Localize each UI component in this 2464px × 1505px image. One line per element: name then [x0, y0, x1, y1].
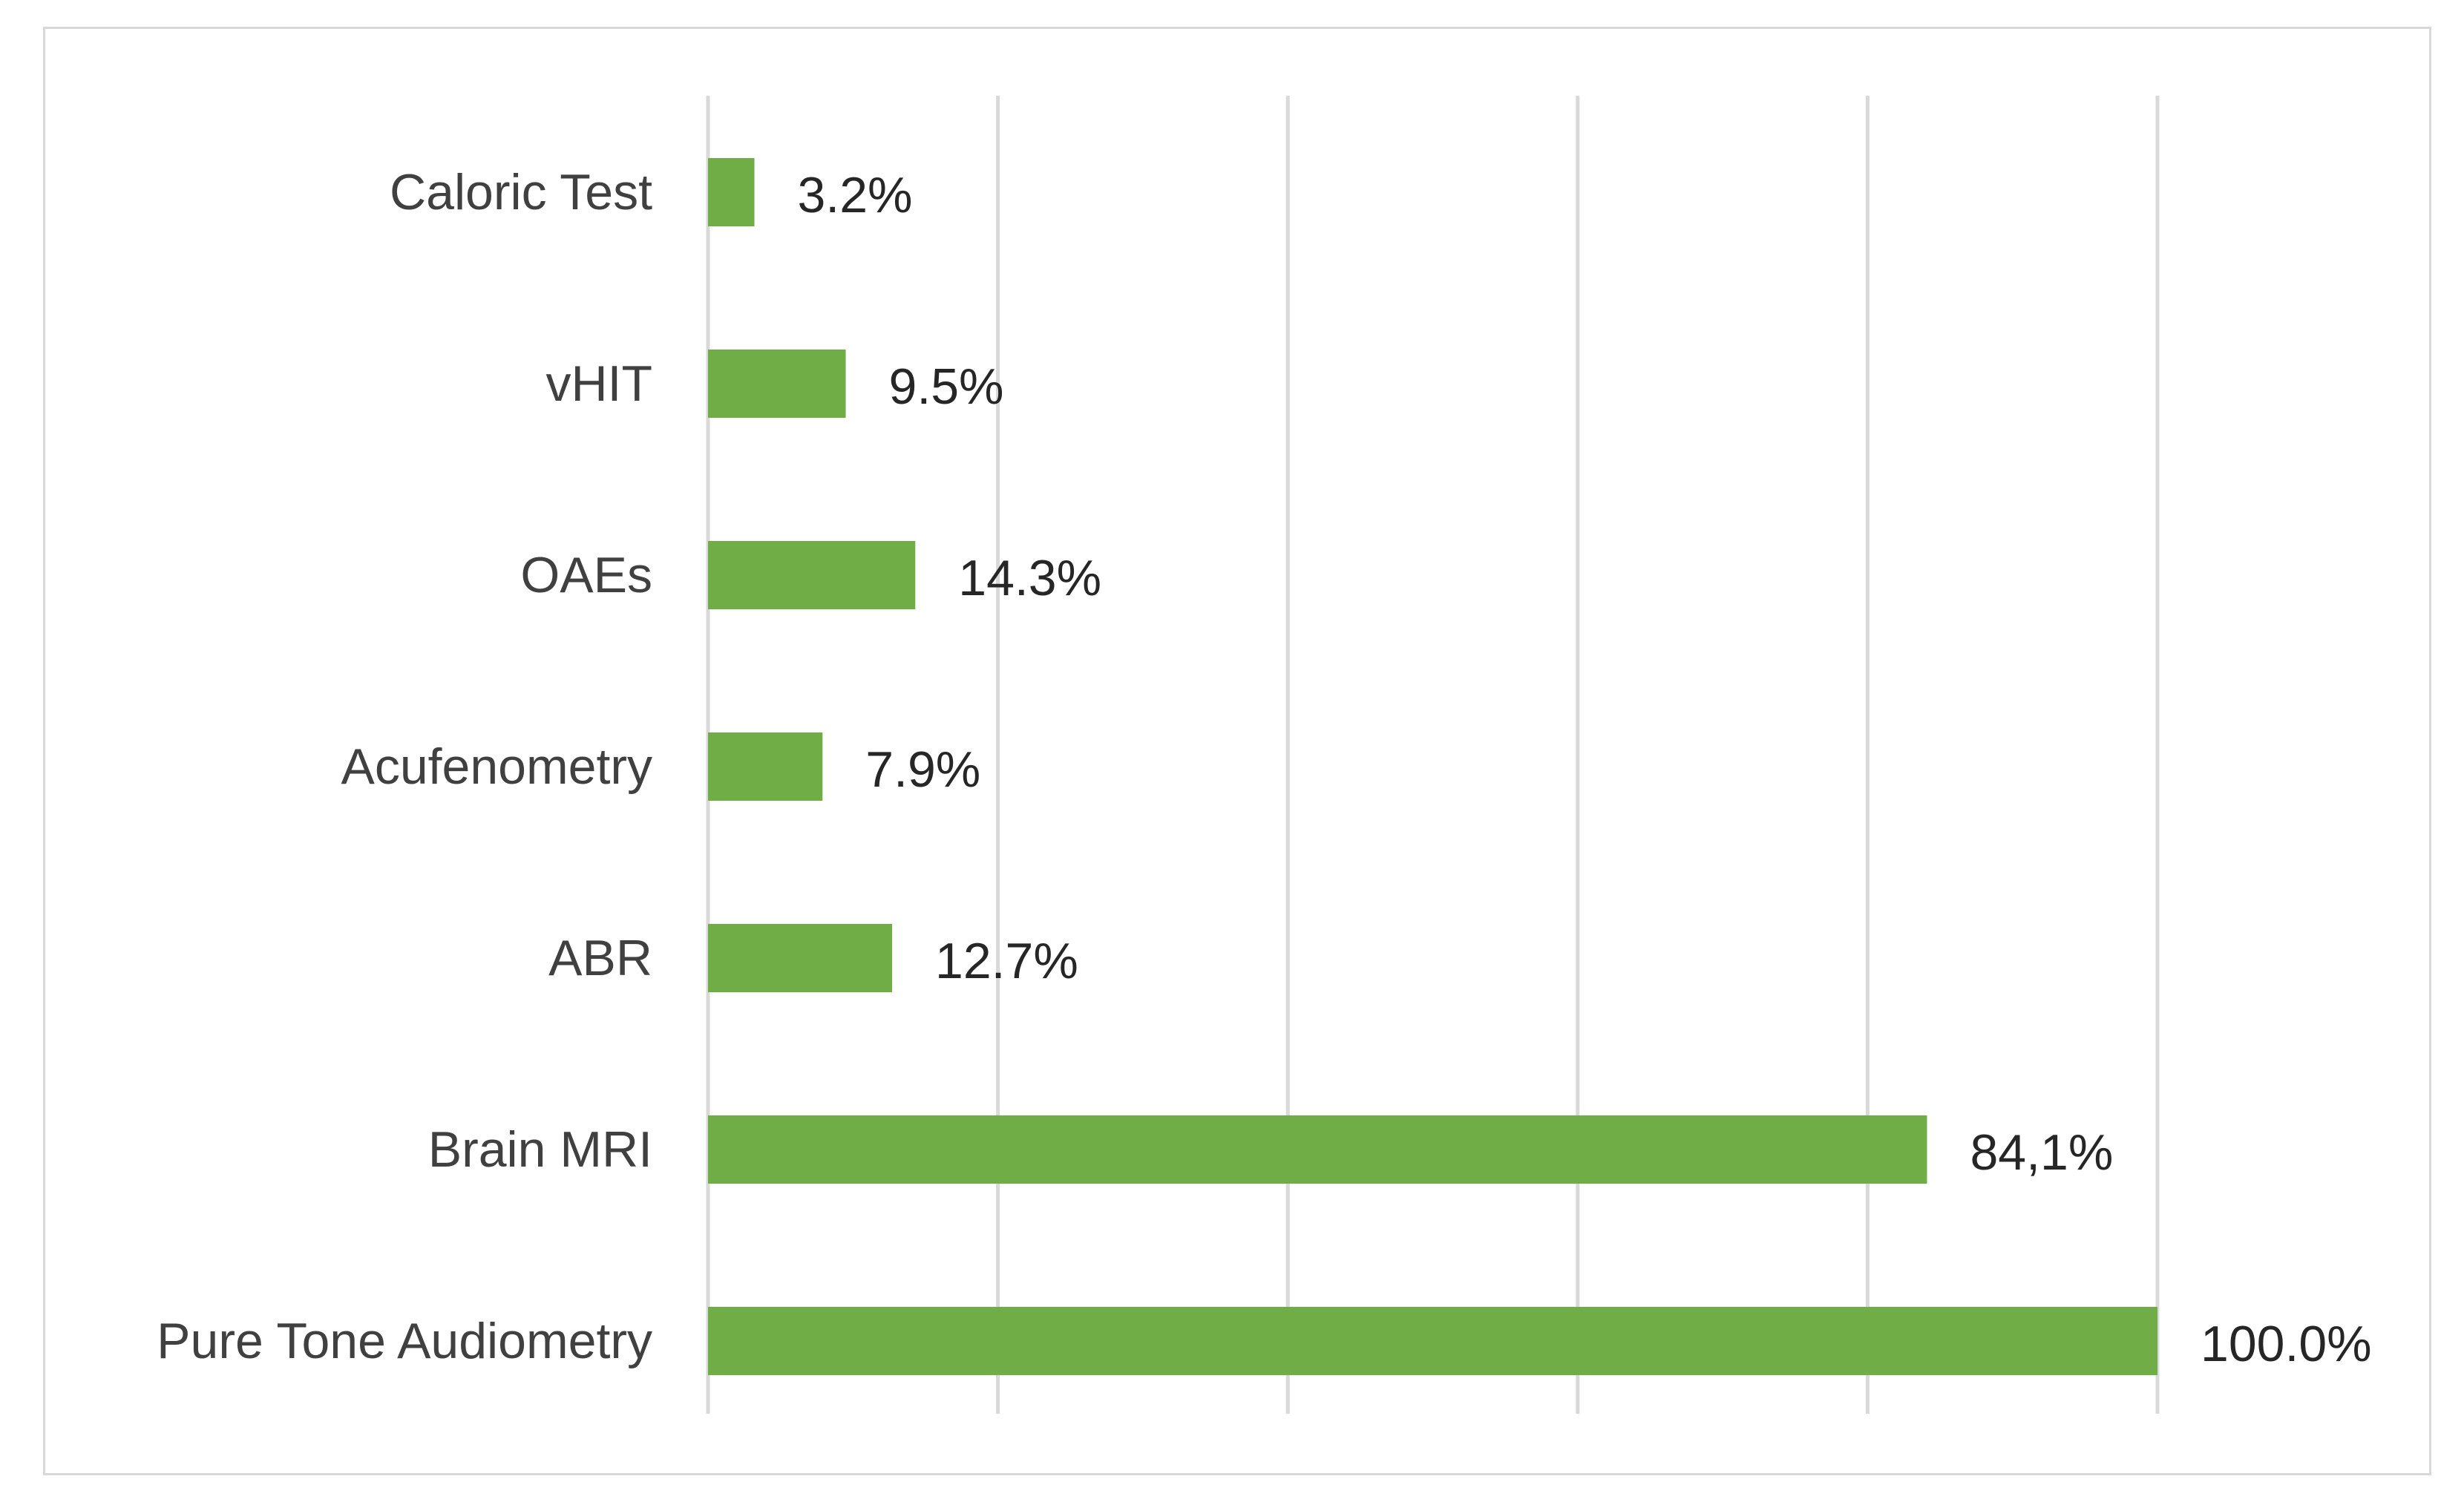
- data-label-6: 100.0%: [2201, 1316, 2372, 1372]
- category-label-3: Acufenometry: [341, 738, 652, 795]
- bar-0: [708, 158, 755, 226]
- category-label-4: ABR: [548, 930, 652, 986]
- category-label-6: Pure Tone Audiometry: [157, 1313, 652, 1369]
- data-labels: 3.2% 9.5% 14.3% 7.9% 12.7% 84,1% 100.0%: [797, 167, 2371, 1372]
- category-labels: Caloric Test vHIT OAEs Acufenometry ABR Brain…: [157, 164, 652, 1369]
- category-label-0: Caloric Test: [390, 164, 652, 220]
- chart-frame: Caloric Test vHIT OAEs Acufenometry ABR Brain…: [43, 27, 2431, 1475]
- data-label-2: 14.3%: [958, 550, 1101, 606]
- bar-2: [708, 541, 916, 609]
- bar-chart: Caloric Test vHIT OAEs Acufenometry ABR Brain…: [157, 96, 2372, 1414]
- category-label-2: OAEs: [520, 547, 652, 603]
- data-label-4: 12.7%: [935, 933, 1078, 989]
- bar-3: [708, 732, 823, 801]
- data-label-1: 9.5%: [889, 358, 1004, 415]
- data-label-5: 84,1%: [1970, 1124, 2113, 1181]
- data-label-0: 3.2%: [797, 167, 912, 223]
- bar-4: [708, 924, 893, 992]
- data-label-3: 7.9%: [865, 741, 980, 798]
- category-label-1: vHIT: [545, 355, 652, 412]
- bar-5: [708, 1115, 1927, 1184]
- category-label-5: Brain MRI: [428, 1121, 652, 1178]
- bar-1: [708, 350, 846, 418]
- bar-6: [708, 1307, 2157, 1375]
- bars: [708, 158, 2157, 1375]
- gridlines: [706, 96, 2160, 1414]
